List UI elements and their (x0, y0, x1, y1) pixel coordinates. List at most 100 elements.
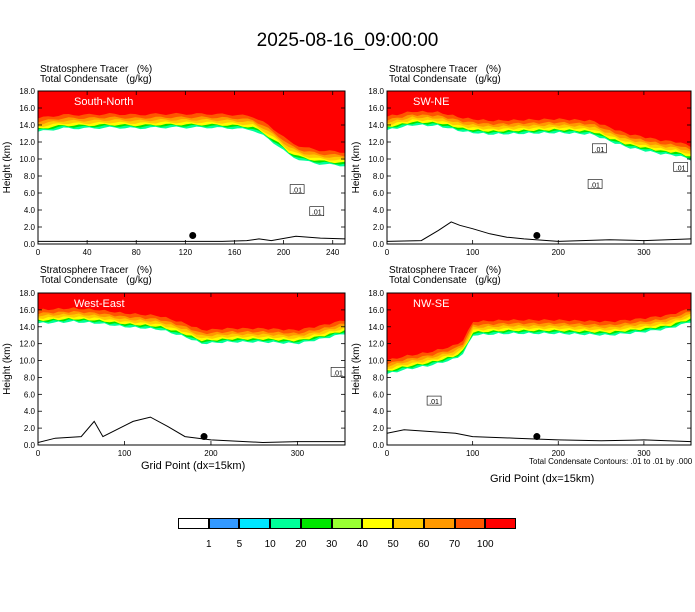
colorbar-label: 100 (476, 539, 494, 550)
y-tick-label: 16.0 (19, 104, 35, 113)
colorbar-swatch (485, 518, 516, 529)
x-tick-label: 40 (83, 248, 92, 257)
plot-frame (386, 292, 692, 446)
x-tick-label: 0 (385, 449, 390, 458)
panel-label-condensate: Total Condensate (g/kg) (389, 74, 501, 85)
chart-panel-NW-SE: .01 0.0 2.0 4.0 6.0 8.0 10.0 12.0 14.0 16.0 18.0 0 1… (351, 289, 692, 458)
y-tick-label: 10.0 (368, 155, 384, 164)
terrain-line (38, 235, 345, 242)
location-marker (533, 232, 541, 239)
contour-label: .01 (312, 210, 322, 217)
x-tick-label: 300 (637, 449, 651, 458)
panel-label-tracer: Stratosphere Tracer (%) (40, 265, 153, 276)
y-tick-label: 10.0 (368, 357, 384, 366)
panel-label-tracer: Stratosphere Tracer (%) (389, 265, 502, 276)
colorbar-swatch (362, 518, 394, 529)
tracer-band (387, 91, 691, 148)
tracer-field: .01 .01 .01 (387, 91, 691, 242)
y-axis-label: Height (km) (351, 343, 362, 395)
colorbar-label: 50 (387, 539, 399, 550)
colorbar-swatch (300, 518, 332, 529)
y-tick-label: 12.0 (19, 138, 35, 147)
x-axis-label: Grid Point (dx=15km) (490, 473, 595, 485)
panel-label-condensate: Total Condensate (g/kg) (389, 275, 501, 286)
contour-label-box (587, 179, 603, 189)
colorbar-swatch (423, 518, 455, 529)
colorbar-label: 10 (264, 539, 276, 550)
colorbar-label: 40 (356, 539, 368, 550)
y-tick-label: 6.0 (373, 189, 385, 198)
colorbar-swatch (393, 518, 424, 529)
colorbar-label: 20 (295, 539, 307, 550)
contour-label: .01 (292, 188, 302, 195)
panel-label-condensate: Total Condensate (g/kg) (40, 74, 152, 85)
y-tick-label: 16.0 (19, 306, 35, 315)
y-axis-label: Height (km) (2, 142, 13, 194)
y-tick-label: 4.0 (373, 407, 385, 416)
contour-label-box (592, 143, 607, 154)
contour-label: .01 (676, 166, 686, 173)
colorbar-swatch (239, 518, 271, 529)
tracer-band (38, 293, 345, 331)
x-tick-label: 100 (466, 248, 480, 257)
y-tick-label: 8.0 (373, 172, 385, 181)
x-tick-label: 300 (637, 248, 651, 257)
contour-label: .01 (333, 370, 343, 377)
y-tick-label: 12.0 (19, 340, 35, 349)
y-tick-label: 18.0 (19, 87, 35, 96)
colorbar-label: 30 (326, 539, 338, 550)
chart-panel-SW-NE: .01 .01 .01 0.0 2.0 4.0 6.0 8.0 10.0 12.0 14.0 16.0… (351, 87, 692, 257)
y-tick-label: 18.0 (19, 289, 35, 298)
x-tick-label: 120 (179, 248, 193, 257)
tracer-field: .01 (387, 293, 691, 443)
tracer-field: .01 .01 (38, 91, 345, 242)
y-tick-label: 12.0 (368, 138, 384, 147)
y-tick-label: 0.0 (24, 240, 36, 249)
y-tick-label: 2.0 (373, 424, 385, 433)
y-tick-label: 0.0 (373, 240, 385, 249)
contour-label: .01 (590, 183, 600, 190)
y-tick-label: 18.0 (368, 87, 384, 96)
colorbar-label: 60 (418, 539, 430, 550)
y-tick-label: 8.0 (24, 172, 36, 181)
y-tick-label: 16.0 (368, 104, 384, 113)
x-tick-label: 200 (552, 449, 566, 458)
y-tick-label: 14.0 (368, 323, 384, 332)
contour-label-box (426, 395, 442, 406)
tracer-band (387, 293, 691, 361)
tracer-field: .01 (38, 293, 345, 444)
x-axis-label: Grid Point (dx=15km) (141, 460, 246, 472)
y-axis-label: Height (km) (351, 142, 362, 194)
y-tick-label: 14.0 (368, 121, 384, 130)
x-tick-label: 200 (204, 449, 218, 458)
y-tick-label: 14.0 (19, 323, 35, 332)
x-tick-label: 80 (132, 248, 141, 257)
colorbar-label: 1 (205, 539, 212, 550)
y-tick-label: 16.0 (368, 306, 384, 315)
y-tick-label: 8.0 (24, 373, 36, 382)
x-tick-label: 0 (385, 248, 390, 257)
colorbar-label: 70 (448, 539, 461, 550)
y-axis-label: Height (km) (2, 343, 13, 395)
y-tick-label: 4.0 (24, 206, 36, 215)
y-tick-label: 6.0 (373, 390, 385, 399)
colorbar-swatch (331, 518, 363, 529)
x-tick-label: 0 (36, 248, 41, 257)
chart-panel-South-North: .01 .01 0.0 2.0 4.0 6.0 8.0 10.0 12.0 14.0 16.0 18.… (2, 87, 346, 257)
tracer-band (38, 91, 345, 153)
panel-name: SW-NE (413, 96, 449, 108)
colorbar-label: 5 (236, 539, 243, 550)
contour-label: .01 (429, 399, 439, 406)
panel-name: NW-SE (413, 298, 449, 310)
x-tick-label: 100 (118, 449, 132, 458)
location-marker (200, 433, 208, 441)
terrain-line (387, 221, 691, 242)
plot-frame (386, 90, 692, 245)
colorbar-swatch (454, 518, 486, 529)
contour-label-box (289, 184, 305, 194)
plot-frame (37, 90, 346, 245)
y-tick-label: 4.0 (373, 206, 385, 215)
contour-label-box (330, 367, 345, 377)
y-tick-label: 18.0 (368, 289, 384, 298)
